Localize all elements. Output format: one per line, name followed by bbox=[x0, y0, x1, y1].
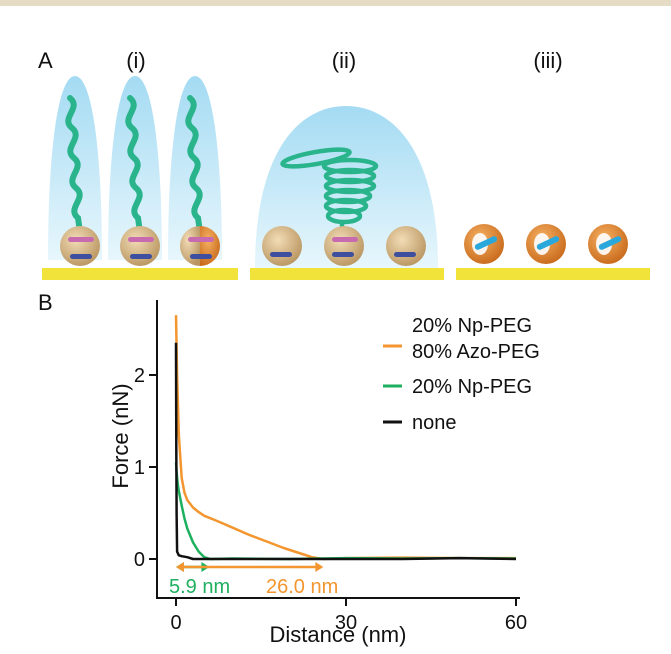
substrate-iii bbox=[456, 268, 650, 280]
annotation-label: 5.9 nm bbox=[169, 576, 230, 598]
y-tick-label: 2 bbox=[134, 365, 145, 387]
legend-label-azo-line2: 80% Azo-PEG bbox=[412, 341, 540, 363]
mushroom-halo bbox=[255, 106, 438, 268]
rotaxane-rings-ii bbox=[262, 226, 426, 266]
panel-b-label: B bbox=[38, 290, 53, 315]
rotaxane-rings-iii bbox=[464, 224, 628, 264]
substrate-i bbox=[42, 268, 238, 280]
substrate-ii bbox=[250, 268, 444, 280]
x-tick-label: 60 bbox=[505, 612, 527, 634]
legend-label-azo-line1: 20% Np-PEG bbox=[412, 315, 532, 337]
rotaxane-rings-i bbox=[60, 226, 220, 266]
y-tick-label: 1 bbox=[134, 457, 145, 479]
sublabel-ii: (ii) bbox=[332, 48, 356, 73]
x-tick-label: 0 bbox=[170, 612, 181, 634]
annotation-label: 26.0 nm bbox=[266, 576, 338, 598]
series-line-np-peg bbox=[174, 462, 517, 561]
y-axis-title: Force (nN) bbox=[108, 383, 133, 488]
force-distance-chart: 0 30 60 0 1 2 5.9 nm 26.0 nm Distance (nm) For… bbox=[108, 300, 540, 647]
panel-a: A (i) (ii) (iii) bbox=[38, 48, 650, 280]
series-line-none bbox=[174, 342, 517, 561]
annotation-arrowhead-right bbox=[315, 562, 324, 572]
panel-a-label: A bbox=[38, 48, 53, 73]
sublabel-iii: (iii) bbox=[533, 48, 562, 73]
x-axis-title: Distance (nm) bbox=[270, 622, 407, 647]
legend-label-none: none bbox=[412, 412, 457, 434]
peg-helix-coiled bbox=[280, 147, 379, 232]
legend-label-np: 20% Np-PEG bbox=[412, 376, 532, 398]
y-tick-label: 0 bbox=[134, 549, 145, 571]
x-tick-label: 30 bbox=[335, 612, 357, 634]
peg-helix-stretched bbox=[65, 95, 203, 235]
top-rule bbox=[0, 0, 671, 6]
annotation-arrowhead-left bbox=[176, 562, 184, 572]
sublabel-i: (i) bbox=[126, 48, 146, 73]
legend: 20% Np-PEG 80% Azo-PEG 20% Np-PEG none bbox=[383, 315, 540, 434]
